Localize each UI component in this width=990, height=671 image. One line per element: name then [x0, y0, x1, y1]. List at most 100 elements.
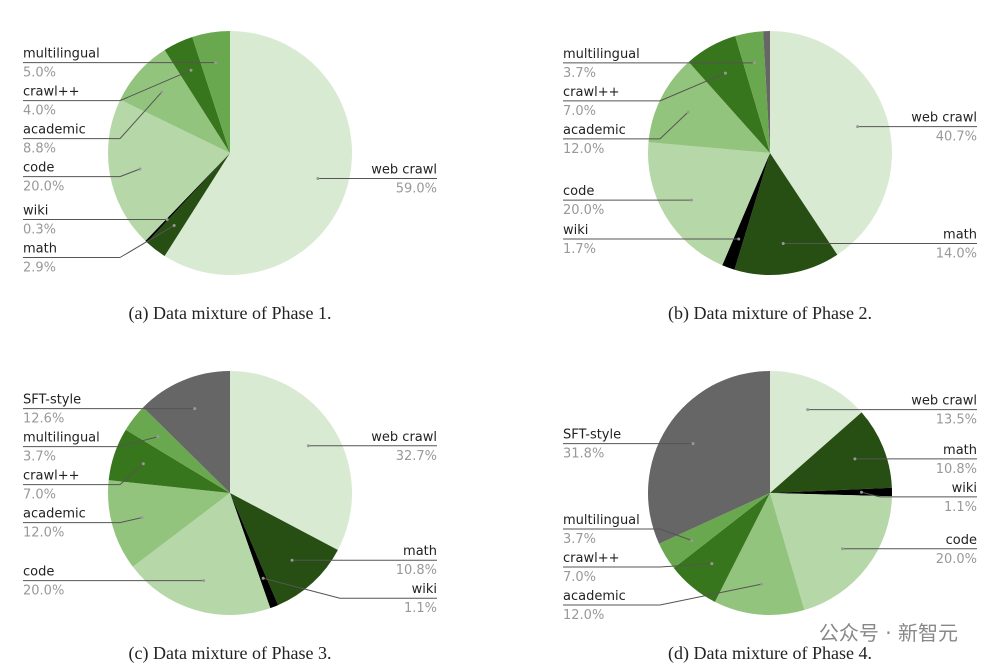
pie-slice: [648, 371, 770, 544]
pie-slice: [688, 36, 770, 153]
slice-value: 10.8%: [936, 462, 977, 477]
slice-value: 8.8%: [23, 142, 56, 157]
slice-label: multilingual: [563, 513, 640, 528]
pie-slice: [192, 31, 230, 153]
leader-dot: [690, 198, 694, 202]
leader-dot: [165, 218, 169, 222]
pie-slice: [230, 493, 338, 606]
slice-label: wiki: [412, 582, 437, 597]
pie-slice: [108, 429, 230, 493]
leader-dot: [686, 110, 690, 114]
caption: (d) Data mixture of Phase 4.: [668, 643, 872, 664]
leader-line: [119, 436, 158, 448]
slice-label: crawl++: [23, 85, 80, 100]
pie-slice: [125, 407, 230, 493]
slice-label: wiki: [563, 223, 588, 238]
leader-dot: [160, 90, 164, 94]
pie-slice: [230, 371, 352, 550]
slice-value: 3.7%: [563, 532, 596, 547]
slice-value: 20.0%: [936, 552, 977, 567]
slice-label: math: [943, 443, 977, 458]
pie-slice: [659, 493, 770, 568]
slice-label: math: [403, 544, 437, 559]
leader-line: [119, 517, 142, 524]
leader-line: [659, 72, 726, 102]
leader-line: [659, 563, 712, 568]
leader-line: [119, 225, 175, 258]
pie-slice: [107, 480, 230, 567]
leader-dot: [737, 237, 741, 241]
leader-dot: [261, 576, 265, 580]
slice-value: 13.5%: [936, 413, 977, 428]
caption: (a) Data mixture of Phase 1.: [129, 303, 332, 324]
leader-dot: [172, 223, 176, 227]
slice-value: 1.7%: [563, 242, 596, 257]
slice-label: web crawl: [371, 163, 437, 178]
pie-slice: [735, 31, 770, 154]
pie-slice: [143, 371, 230, 493]
slice-value: 5.0%: [23, 66, 56, 81]
leader-line: [119, 168, 141, 178]
slice-value: 1.1%: [404, 601, 437, 616]
pie-slice: [120, 49, 230, 154]
pie-slice: [648, 61, 770, 154]
slice-label: multilingual: [23, 47, 100, 62]
pie-slice: [770, 371, 862, 493]
slice-label: wiki: [952, 481, 977, 496]
leader-dot: [752, 61, 756, 65]
slice-label: math: [943, 228, 977, 243]
slice-label: academic: [23, 123, 86, 138]
slice-value: 12.6%: [23, 412, 64, 427]
slice-value: 10.8%: [396, 563, 437, 578]
pie-slice: [722, 153, 770, 270]
leader-dot: [781, 242, 785, 246]
pie-slice: [673, 493, 770, 602]
slice-label: academic: [563, 589, 626, 604]
pie-slice: [164, 36, 230, 154]
slice-label: multilingual: [23, 431, 100, 446]
leader-line: [659, 583, 762, 606]
slice-value: 3.7%: [23, 450, 56, 465]
leader-dot: [691, 442, 695, 446]
slice-value: 7.0%: [563, 570, 596, 585]
slice-label: academic: [563, 123, 626, 138]
slice-value: 1.1%: [944, 500, 977, 515]
leader-dot: [760, 582, 764, 586]
leader-line: [119, 69, 192, 102]
pie-slice: [648, 142, 770, 266]
slice-label: multilingual: [563, 47, 640, 62]
leader-line: [659, 528, 692, 541]
slice-label: web crawl: [371, 430, 437, 445]
leader-dot: [853, 457, 857, 461]
slice-value: 12.0%: [563, 608, 604, 623]
leader-dot: [140, 516, 144, 520]
pie-slice: [763, 31, 770, 153]
slice-value: 20.0%: [23, 180, 64, 195]
slice-value: 0.3%: [23, 223, 56, 238]
slice-label: wiki: [23, 204, 48, 219]
leader-dot: [710, 562, 714, 566]
slice-label: crawl++: [563, 551, 620, 566]
slice-label: academic: [23, 507, 86, 522]
slice-value: 32.7%: [396, 449, 437, 464]
leader-dot: [723, 71, 727, 75]
leader-line: [861, 491, 881, 498]
pie-slice: [770, 487, 892, 497]
slice-value: 40.7%: [936, 130, 977, 145]
leader-dot: [806, 408, 810, 412]
leader-dot: [841, 547, 845, 551]
slice-value: 12.0%: [23, 526, 64, 541]
slice-label: math: [23, 242, 57, 257]
leader-dot: [141, 462, 145, 466]
leader-dot: [214, 61, 218, 65]
slice-label: web crawl: [911, 111, 977, 126]
slice-value: 4.0%: [23, 104, 56, 119]
slice-value: 20.0%: [23, 584, 64, 599]
pie-slice: [147, 153, 230, 257]
slice-value: 14.0%: [936, 247, 977, 262]
leader-dot: [138, 167, 142, 171]
leader-dot: [290, 558, 294, 562]
slice-label: web crawl: [911, 394, 977, 409]
caption: (c) Data mixture of Phase 3.: [129, 643, 332, 664]
slice-value: 7.0%: [563, 104, 596, 119]
